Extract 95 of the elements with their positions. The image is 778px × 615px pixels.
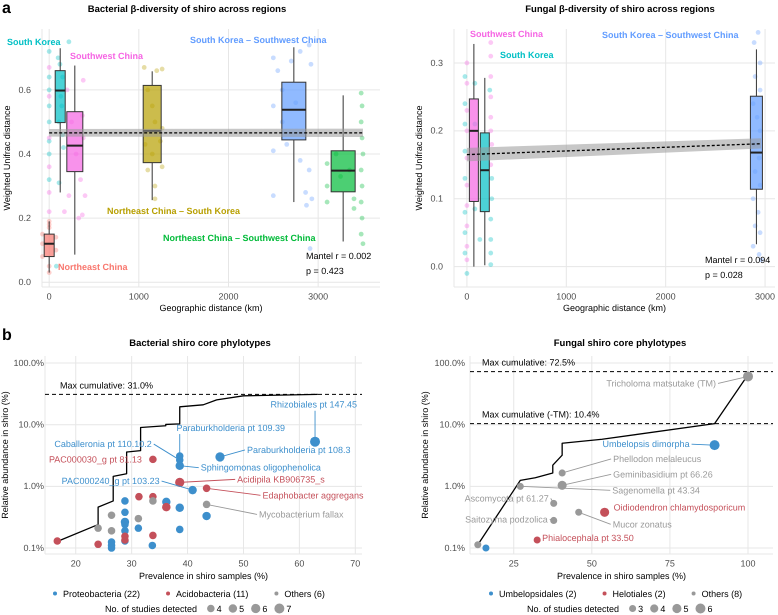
text: Southwest China [70, 51, 144, 61]
annotation: p = 0.423 [306, 266, 344, 276]
x-tick-label: 60 [294, 558, 304, 568]
legend-label: 7 [286, 604, 292, 614]
y-tick-label: 0.2 [430, 126, 443, 136]
y-tick-label: 1.0% [444, 481, 465, 492]
annotation: Paraburkholderia pt 109.39 [176, 423, 286, 434]
legend-label: 4 [216, 604, 222, 614]
y-tick-label: 0.3 [430, 58, 443, 68]
x-tick-label: 1000 [128, 291, 149, 302]
series-label: Northeast China [58, 262, 129, 272]
y-tick-label: 0.0 [18, 277, 31, 288]
ref-line-label: Max cumulative: 72.5% [482, 358, 576, 368]
annotation: Tricholoma matsutake (TM) [606, 378, 716, 388]
chart-title: Bacterial shiro core phylotypes [129, 338, 271, 349]
y-tick-label: 100.0% [434, 358, 465, 368]
y-tick-label: 0.0 [430, 262, 443, 272]
x-tick-label: 2000 [656, 291, 676, 302]
annotation: Paraburkholderia pt 108.3 [246, 444, 351, 455]
annotation: Sphingomonas oligophenolica [200, 462, 321, 473]
ref-line-label: Max cumulative (-TM): 10.4% [482, 410, 600, 420]
x-axis-title: Geographic distance (km) [159, 303, 263, 313]
chart-title: Fungal shiro core phylotypes [554, 338, 686, 349]
y-tick-label: 10.0% [439, 420, 465, 430]
text: South Korea – Southwest China [602, 30, 740, 40]
annotation: Acidipila KB906735_s [237, 474, 326, 484]
chart-title: Fungal β-diversity of shiro across regions [525, 4, 715, 15]
text: b [2, 327, 12, 344]
annotation: Phialocephala pt 33.50 [542, 532, 634, 543]
legend-label: Others (8) [702, 589, 742, 599]
text: South Korea [500, 50, 554, 60]
text: a [2, 0, 11, 17]
text: Northeast China – South Korea [107, 206, 242, 216]
annotation: Geminibasidium pt 66.26 [613, 469, 713, 480]
annotation: Oidiodendron chlamydosporicum [614, 502, 746, 512]
y-axis-title: Relative abundance in shiro (%) [0, 391, 10, 519]
x-tick-label: 1000 [556, 291, 576, 302]
text: Southwest China [470, 29, 544, 39]
legend-label: Acidobacteria (11) [176, 589, 248, 599]
x-tick-label: 75 [664, 558, 675, 568]
y-tick-label: 0.4 [18, 148, 31, 159]
annotation: Mucor zonatus [612, 519, 672, 530]
y-tick-label: 0.6 [18, 84, 31, 95]
legend-label: 5 [683, 604, 688, 614]
y-axis-title: Weighted Unifrac distance [414, 106, 424, 210]
legend-label: 5 [239, 604, 244, 614]
text: South Korea – Southwest China [190, 35, 328, 45]
text: Northeast China – Southwest China [163, 233, 317, 243]
y-tick-label: 0.1% [444, 542, 465, 553]
legend-label: 6 [707, 604, 712, 614]
legend-label: Helotiales (2) [612, 589, 666, 599]
x-tick-label: 100 [740, 558, 756, 568]
annotation: Mycobacterium fallax [259, 509, 344, 520]
y-tick-label: 0.1% [23, 542, 44, 553]
annotation: Phellodon melaleucus [613, 454, 702, 464]
legend-title: No. of studies detected [527, 604, 620, 614]
x-tick-label: 3000 [308, 291, 328, 302]
legend-label: Proteobacteria (22) [63, 589, 140, 599]
x-tick-label: 70 [350, 558, 360, 568]
annotation: Sagenomella pt 43.34 [612, 485, 700, 496]
y-tick-label: 100.0% [13, 358, 44, 368]
legend-label: Umbelopsidales (2) [499, 589, 577, 599]
legend-label: 6 [262, 604, 268, 614]
x-tick-label: 50 [586, 558, 597, 568]
x-axis-title: Prevalence in shiro samples (%) [556, 571, 686, 581]
annotation: Umbelopsis dimorpha [602, 439, 690, 450]
x-tick-label: 25 [508, 558, 519, 568]
y-tick-label: 0.1 [430, 194, 443, 204]
x-tick-label: 2000 [218, 291, 238, 302]
x-tick-label: 0 [464, 291, 470, 302]
y-axis-title: Weighted Unifrac distance [2, 106, 12, 210]
legend-label: 4 [660, 604, 666, 614]
legend-title: No. of studies detected [105, 604, 198, 614]
x-tick-label: 20 [70, 558, 81, 568]
annotation: Edaphobacter aggregans [262, 490, 364, 500]
y-axis-title: Relative abundance in shiro (%) [420, 391, 430, 519]
legend-label: 3 [638, 604, 644, 614]
annotation: Rhizobiales pt 147.45 [270, 400, 358, 410]
y-tick-label: 1.0% [23, 481, 44, 492]
x-tick-label: 3000 [755, 291, 776, 302]
x-tick-label: 30 [126, 558, 137, 568]
x-tick-label: 50 [238, 558, 248, 568]
x-axis-title: Prevalence in shiro samples (%) [138, 571, 268, 581]
text: South Korea [7, 37, 62, 47]
y-tick-label: 0.2 [18, 212, 31, 223]
legend-label: Others (6) [284, 589, 325, 599]
x-axis-title: Geographic distance (km) [562, 303, 666, 313]
annotation: p = 0.028 [705, 270, 743, 280]
chart-title: Bacterial β-diversity of shiro across regions [88, 4, 286, 15]
annotation: Mantel r = 0.094 [705, 255, 770, 265]
x-tick-label: 40 [182, 558, 193, 568]
annotation: Mantel r = 0.002 [306, 251, 372, 261]
ref-line-label: Max cumulative: 31.0% [60, 380, 154, 390]
y-tick-label: 10.0% [18, 420, 44, 430]
x-tick-label: 0 [46, 291, 52, 302]
